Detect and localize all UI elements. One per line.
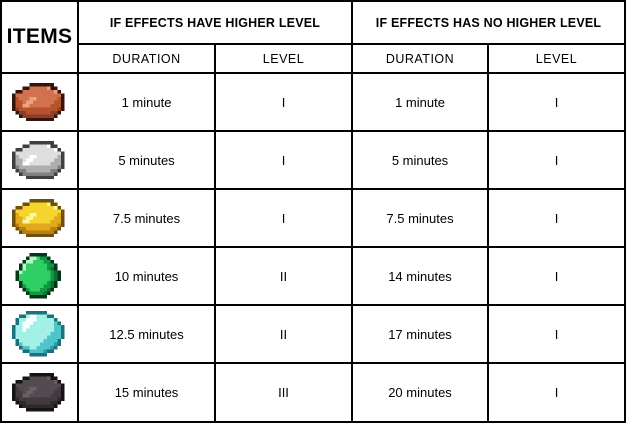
diamond-icon xyxy=(11,311,68,357)
duration-cell: 5 minutes xyxy=(353,132,487,188)
duration-cell: 20 minutes xyxy=(353,364,487,421)
group-header-no-higher-level: IF EFFECTS HAS NO HIGHER LEVEL xyxy=(353,2,624,43)
level-cell: I xyxy=(489,306,624,362)
item-cell xyxy=(2,74,77,130)
duration-cell: 12.5 minutes xyxy=(79,306,214,362)
group-header-higher-level: IF EFFECTS HAVE HIGHER LEVEL xyxy=(79,2,351,43)
items-header: ITEMS xyxy=(2,2,77,72)
emerald-icon xyxy=(12,253,68,299)
subheader-level-1: LEVEL xyxy=(216,45,351,72)
duration-cell: 17 minutes xyxy=(353,306,487,362)
subheader-level-2: LEVEL xyxy=(489,45,624,72)
duration-cell: 14 minutes xyxy=(353,248,487,304)
gold-ingot-icon xyxy=(11,198,68,238)
item-cell xyxy=(2,248,77,304)
item-cell xyxy=(2,132,77,188)
item-cell xyxy=(2,306,77,362)
level-cell: III xyxy=(216,364,351,421)
duration-cell: 7.5 minutes xyxy=(79,190,214,246)
duration-cell: 15 minutes xyxy=(79,364,214,421)
iron-ingot-icon xyxy=(11,140,68,180)
level-cell: II xyxy=(216,306,351,362)
duration-cell: 7.5 minutes xyxy=(353,190,487,246)
item-cell xyxy=(2,190,77,246)
level-cell: I xyxy=(216,132,351,188)
netherite-ingot-icon xyxy=(11,373,68,412)
level-cell: I xyxy=(489,74,624,130)
level-cell: I xyxy=(489,132,624,188)
subheader-duration-2: DURATION xyxy=(353,45,487,72)
level-cell: I xyxy=(489,190,624,246)
duration-cell: 1 minute xyxy=(79,74,214,130)
level-cell: I xyxy=(216,190,351,246)
level-cell: I xyxy=(489,248,624,304)
level-cell: I xyxy=(489,364,624,421)
duration-cell: 1 minute xyxy=(353,74,487,130)
level-cell: II xyxy=(216,248,351,304)
item-cell xyxy=(2,364,77,421)
level-cell: I xyxy=(216,74,351,130)
subheader-duration-1: DURATION xyxy=(79,45,214,72)
duration-cell: 10 minutes xyxy=(79,248,214,304)
duration-cell: 5 minutes xyxy=(79,132,214,188)
copper-ingot-icon xyxy=(11,82,68,122)
